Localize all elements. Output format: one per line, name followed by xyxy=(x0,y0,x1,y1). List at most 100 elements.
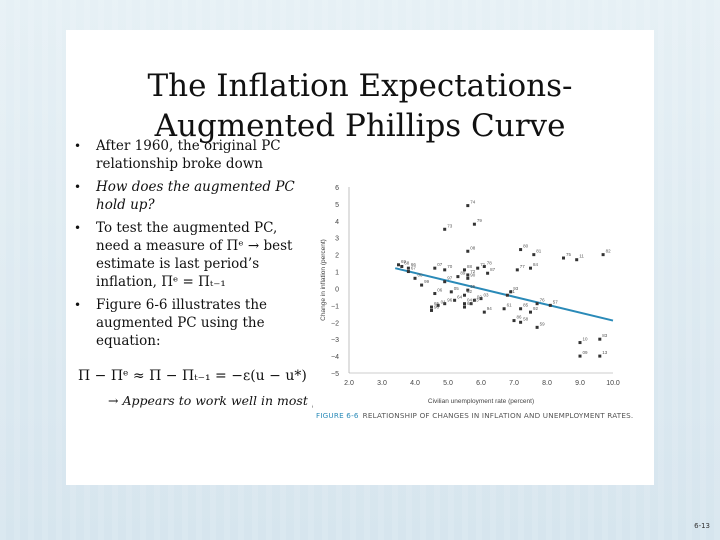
data-point xyxy=(420,283,424,287)
figure-caption: FIGURE 6-6 RELATIONSHIP OF CHANGES IN INF… xyxy=(316,411,633,420)
data-point xyxy=(598,337,602,341)
data-point-label: 08 xyxy=(470,245,476,250)
data-point xyxy=(509,290,513,294)
data-point-label: 06 xyxy=(437,288,443,293)
figure-caption-text: RELATIONSHIP OF CHANGES IN INFLATION AND… xyxy=(362,411,634,420)
data-point xyxy=(443,227,447,231)
data-point xyxy=(502,307,506,311)
y-tick-label: −4 xyxy=(331,354,339,361)
data-point xyxy=(535,302,539,306)
data-point-label: 61 xyxy=(507,303,513,308)
data-point-label: 60 xyxy=(467,301,473,306)
data-point-label: 59 xyxy=(540,321,546,326)
data-point xyxy=(548,303,552,307)
bullet-text: Figure 6-6 illustrates the augmented PC … xyxy=(96,297,268,349)
y-tick-label: 5 xyxy=(335,202,339,209)
bullet-text: To test the augmented PC, need a measure… xyxy=(96,220,293,290)
data-point-label: 66 xyxy=(411,262,417,267)
data-point-label: 71 xyxy=(480,262,486,267)
data-point xyxy=(512,319,516,323)
data-point xyxy=(433,266,437,270)
bullet-list: • After 1960, the original PC relationshi… xyxy=(72,137,312,355)
data-point-label: 03 xyxy=(484,293,490,298)
y-tick-label: 1 xyxy=(335,270,339,277)
y-tick-label: 6 xyxy=(335,185,339,192)
data-point-label: 87 xyxy=(490,267,496,272)
x-axis-label: Civilian unemployment rate (percent) xyxy=(428,398,534,405)
data-point xyxy=(397,263,400,267)
data-point-label: 79 xyxy=(477,218,483,223)
data-point-label: 80 xyxy=(523,244,529,249)
phillips-equation: Π − Πᵉ ≈ Π − Πₜ₋₁ = −ε(u − u*) xyxy=(78,368,307,384)
data-point-label: 73 xyxy=(447,223,453,228)
data-point-label: 05 xyxy=(454,286,460,291)
data-point-label: 07 xyxy=(437,262,443,267)
y-tick-label: −1 xyxy=(331,303,339,310)
data-point xyxy=(535,325,539,329)
y-tick-label: −3 xyxy=(331,337,339,344)
data-point xyxy=(449,290,453,294)
data-point xyxy=(466,276,470,280)
data-point-label: 13 xyxy=(602,350,608,355)
data-point xyxy=(433,292,437,296)
data-point-label: 01 xyxy=(441,299,447,304)
x-tick-label: 2.0 xyxy=(344,380,354,387)
data-point xyxy=(529,310,532,314)
data-point xyxy=(463,293,466,297)
data-point xyxy=(400,264,404,268)
figure-label: FIGURE 6-6 xyxy=(316,411,359,420)
data-point-label: 64 xyxy=(457,294,463,299)
slide-title: The Inflation Expectations- Augmented Ph… xyxy=(66,66,654,146)
x-tick-label: 5.0 xyxy=(443,380,453,387)
data-point xyxy=(463,305,466,309)
page-number: 6-13 xyxy=(694,522,710,530)
data-point-label: 94 xyxy=(487,306,493,311)
data-point xyxy=(413,276,417,280)
data-point xyxy=(575,258,579,262)
bullet-text: After 1960, the original PC relationship… xyxy=(96,138,281,172)
data-point-label: 85 xyxy=(523,303,529,308)
data-point xyxy=(578,354,582,358)
data-point-label: 75 xyxy=(566,252,572,257)
data-point xyxy=(529,266,532,270)
data-point-label: 74 xyxy=(470,200,476,205)
data-point-label: 78 xyxy=(487,260,493,265)
data-point-label: 77 xyxy=(520,264,526,269)
data-point-label: 96 xyxy=(447,298,453,303)
bullet-dot-icon: • xyxy=(74,221,82,235)
data-point-label: 89 xyxy=(460,271,466,276)
data-point xyxy=(472,222,476,226)
data-point-label: 97 xyxy=(447,276,453,281)
data-point-label: 82 xyxy=(606,249,612,254)
data-point-label: 67 xyxy=(411,266,417,271)
data-point xyxy=(466,204,470,208)
data-point xyxy=(463,268,466,272)
bullet-text: How does the augmented PC hold up? xyxy=(96,179,295,213)
bullet-dot-icon: • xyxy=(74,180,82,194)
data-point xyxy=(453,298,457,302)
data-point xyxy=(443,268,447,272)
data-point xyxy=(436,303,440,307)
data-point xyxy=(482,264,486,268)
data-point xyxy=(486,271,490,275)
data-point-label: 02 xyxy=(477,294,483,299)
data-point-label: 72 xyxy=(470,269,476,274)
data-point xyxy=(479,297,483,301)
data-point xyxy=(562,256,565,260)
x-tick-label: 6.0 xyxy=(476,380,486,387)
y-tick-label: 3 xyxy=(335,236,339,243)
data-point xyxy=(519,320,523,324)
data-point xyxy=(469,302,473,306)
slide-canvas: The Inflation Expectations- Augmented Ph… xyxy=(66,30,654,485)
data-point xyxy=(406,270,410,274)
data-point-label: 83 xyxy=(602,333,608,338)
data-point-label: 98 xyxy=(434,304,440,309)
y-tick-label: 4 xyxy=(335,219,339,226)
x-tick-label: 4.0 xyxy=(410,380,420,387)
data-point xyxy=(466,288,470,292)
data-point-label: 00 xyxy=(418,272,424,277)
bullet-dot-icon: • xyxy=(74,298,82,312)
bullet-dot-icon: • xyxy=(74,139,82,153)
data-point-label: 65 xyxy=(434,301,440,306)
data-point xyxy=(463,302,466,306)
